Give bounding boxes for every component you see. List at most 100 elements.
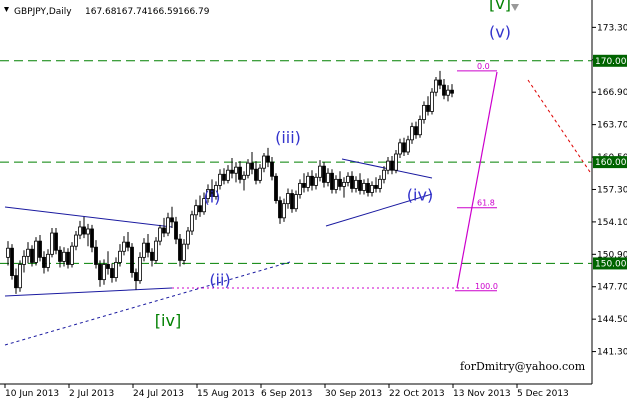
- candle-107: [434, 77, 438, 97]
- candle-37: [154, 237, 158, 264]
- candle-82: [334, 175, 338, 194]
- candle-body: [30, 248, 34, 263]
- candle-13: [58, 246, 62, 268]
- ohlc-open: 167.68: [85, 7, 117, 17]
- candle-body: [178, 238, 182, 261]
- fibonacci-layer: 0.0 61.8 100.0: [455, 62, 498, 292]
- candle-body: [210, 189, 214, 197]
- candle-body: [434, 79, 438, 93]
- candle-101: [410, 122, 414, 144]
- candle-99: [402, 137, 406, 157]
- candle-17: [74, 231, 78, 251]
- candle-body: [430, 91, 434, 112]
- candle-86: [350, 171, 354, 193]
- candle-body: [290, 193, 294, 210]
- candle-64: [262, 152, 266, 173]
- candle-body: [410, 126, 414, 141]
- candle-body: [306, 175, 310, 188]
- candle-body: [366, 182, 370, 193]
- trendline-dotted-support: [4, 261, 291, 346]
- candle-20: [86, 223, 90, 247]
- candle-46: [190, 210, 194, 236]
- candle-29: [122, 236, 126, 256]
- candle-100: [406, 135, 410, 156]
- candle-18: [78, 220, 82, 240]
- candle-body: [258, 167, 262, 181]
- candles-layer: [6, 70, 454, 294]
- candle-body: [146, 242, 150, 253]
- x-tick-label-6: 22 Oct 2013: [389, 389, 445, 399]
- price-tag-bg: [593, 54, 627, 67]
- ohlc-high: 167.74: [116, 7, 148, 17]
- candle-body: [182, 243, 186, 261]
- candle-85: [346, 172, 350, 187]
- x-tick-label-0: 10 Jun 2013: [5, 389, 59, 399]
- candle-21: [90, 224, 94, 253]
- candle-58: [238, 161, 242, 184]
- candle-body: [318, 165, 322, 178]
- candle-body: [138, 256, 142, 282]
- candle-111: [450, 84, 454, 98]
- x-tick-label-8: 5 Dec 2013: [517, 389, 569, 399]
- candle-51: [210, 179, 214, 202]
- candle-body: [358, 179, 362, 191]
- candle-body: [298, 182, 302, 195]
- candle-28: [118, 244, 122, 267]
- candle-body: [338, 178, 342, 187]
- candle-0: [6, 241, 10, 266]
- x-tick-label-1: 2 Jul 2013: [69, 389, 114, 399]
- candle-body: [322, 165, 326, 183]
- candle-body: [78, 226, 82, 236]
- candle-body: [50, 232, 54, 255]
- candle-body: [66, 251, 70, 265]
- candle-body: [222, 173, 226, 181]
- ohlc-low: 166.59: [147, 7, 179, 17]
- candle-body: [314, 176, 318, 186]
- price-tag-label: 170.00: [595, 57, 627, 67]
- trendlines-layer: [4, 71, 591, 346]
- candle-34: [142, 238, 146, 262]
- candle-body: [86, 228, 90, 235]
- candle-body: [326, 172, 330, 183]
- candle-77: [314, 173, 318, 190]
- candle-89: [362, 179, 366, 195]
- candle-22: [94, 240, 98, 269]
- candle-110: [446, 85, 450, 102]
- shift-marker-icon[interactable]: [511, 4, 519, 11]
- candle-55: [226, 165, 230, 184]
- candle-98: [398, 138, 402, 159]
- fib-level-label-1: 61.8: [477, 199, 495, 208]
- candle-body: [202, 198, 206, 213]
- candle-36: [150, 248, 154, 267]
- candle-53: [218, 169, 222, 190]
- candle-body: [414, 126, 418, 136]
- candle-62: [254, 161, 258, 185]
- y-tick-label-6: 154.10: [597, 218, 627, 228]
- candle-31: [130, 243, 134, 278]
- y-tick-label-10: 141.30: [597, 348, 627, 358]
- x-tick-label-3: 15 Aug 2013: [197, 389, 255, 399]
- candle-body: [206, 189, 210, 199]
- candle-88: [358, 173, 362, 195]
- candle-body: [158, 227, 162, 242]
- candle-body: [398, 142, 402, 155]
- forecast-line: [527, 79, 591, 173]
- candle-14: [62, 247, 66, 267]
- candle-body: [114, 262, 118, 279]
- candle-body: [418, 119, 422, 136]
- candle-body: [166, 217, 170, 234]
- candle-body: [386, 160, 390, 171]
- candle-38: [158, 224, 162, 246]
- candle-59: [242, 171, 246, 191]
- candle-70: [286, 188, 290, 209]
- candle-4: [22, 250, 26, 273]
- wave-label-3: (i): [204, 188, 221, 207]
- candle-54: [222, 168, 226, 185]
- candle-80: [326, 168, 330, 187]
- wave-label-5: (ii): [209, 271, 230, 290]
- candle-78: [318, 160, 322, 182]
- candle-body: [54, 232, 58, 251]
- candle-body: [278, 200, 282, 219]
- candle-71: [290, 189, 294, 213]
